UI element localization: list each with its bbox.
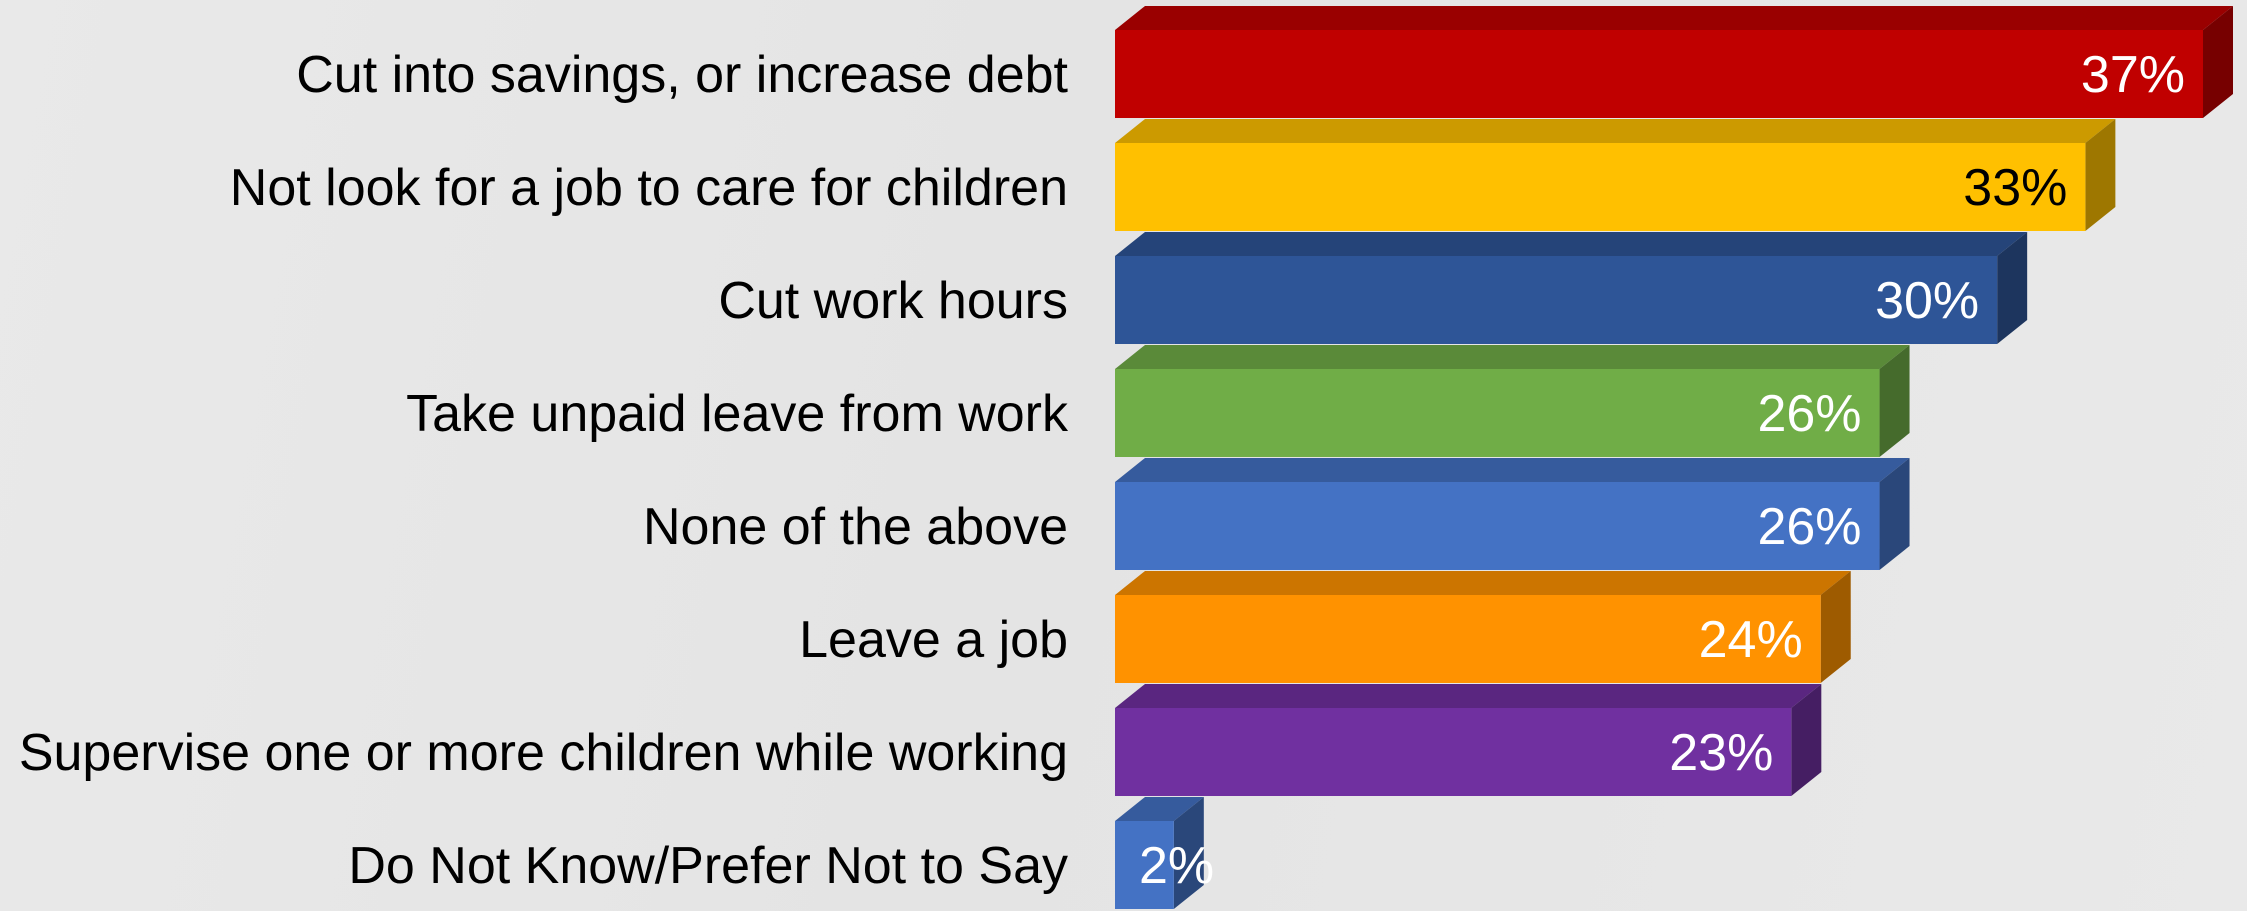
bar [1115,369,1880,457]
bar-group: 26% Take unpaid leave from work [406,345,1910,457]
bar-top-face [1115,119,2116,143]
category-label: Cut into savings, or increase debt [296,46,1068,104]
data-label: 2% [1139,837,1214,895]
bar [1115,143,2086,231]
bar [1115,821,1174,909]
bar-group: 37% Cut into savings, or increase debt [296,6,2233,118]
bar-group: 23% Supervise one or more children while … [19,684,1822,796]
bar-side-face [1173,797,1204,909]
bar-side-face [1997,232,2028,344]
bar-group: 26% None of the above [643,458,1910,570]
category-label: Not look for a job to care for children [230,159,1068,217]
bar-top-face [1115,458,1910,482]
bar [1115,256,1998,344]
bar-side-face [1820,571,1851,683]
bar-top-face [1115,571,1851,595]
bar-side-face [2085,119,2116,231]
bar-top-face [1115,684,1822,708]
bar-group: 2% Do Not Know/Prefer Not to Say [348,797,1214,909]
category-label: Take unpaid leave from work [406,385,1069,443]
bar-side-face [2203,6,2233,118]
data-label: 30% [1875,272,1979,330]
data-label: 33% [1963,159,2067,217]
data-label: 23% [1669,724,1773,782]
category-label: Cut work hours [718,272,1068,330]
bar [1115,708,1792,796]
data-label: 26% [1757,498,1861,556]
category-label: Leave a job [799,611,1068,669]
category-label: None of the above [643,498,1068,556]
bar-group: 24% Leave a job [799,571,1851,683]
category-label: Supervise one or more children while wor… [19,724,1068,782]
bar [1115,30,2203,118]
bar-top-face [1115,797,1204,821]
data-label: 24% [1699,611,1803,669]
bar-group: 30% Cut work hours [718,232,2028,344]
data-label: 26% [1757,385,1861,443]
category-label: Do Not Know/Prefer Not to Say [348,837,1068,895]
bar-top-face [1115,232,2028,256]
bar [1115,595,1821,683]
data-label: 37% [2081,46,2185,104]
bar-side-face [1791,684,1822,796]
bar-group: 33% Not look for a job to care for childr… [230,119,2116,231]
bar-top-face [1115,6,2233,30]
bar-top-face [1115,345,1910,369]
bar-side-face [1879,458,1910,570]
bar [1115,482,1880,570]
bar-side-face [1879,345,1910,457]
